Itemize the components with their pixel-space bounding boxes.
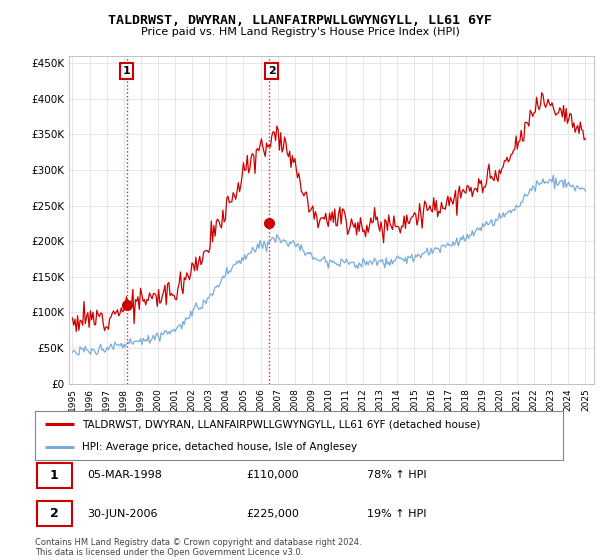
Text: £110,000: £110,000 bbox=[246, 470, 299, 480]
Text: TALDRWST, DWYRAN, LLANFAIRPWLLGWYNGYLL, LL61 6YF: TALDRWST, DWYRAN, LLANFAIRPWLLGWYNGYLL, … bbox=[108, 14, 492, 27]
Text: Contains HM Land Registry data © Crown copyright and database right 2024.
This d: Contains HM Land Registry data © Crown c… bbox=[35, 538, 361, 557]
Text: 1: 1 bbox=[123, 66, 131, 76]
Text: TALDRWST, DWYRAN, LLANFAIRPWLLGWYNGYLL, LL61 6YF (detached house): TALDRWST, DWYRAN, LLANFAIRPWLLGWYNGYLL, … bbox=[82, 419, 481, 430]
Text: £225,000: £225,000 bbox=[246, 508, 299, 519]
Text: 2: 2 bbox=[50, 507, 59, 520]
Text: HPI: Average price, detached house, Isle of Anglesey: HPI: Average price, detached house, Isle… bbox=[82, 442, 358, 452]
Text: 78% ↑ HPI: 78% ↑ HPI bbox=[367, 470, 427, 480]
FancyBboxPatch shape bbox=[37, 501, 72, 526]
Text: 05-MAR-1998: 05-MAR-1998 bbox=[88, 470, 163, 480]
Text: Price paid vs. HM Land Registry's House Price Index (HPI): Price paid vs. HM Land Registry's House … bbox=[140, 27, 460, 37]
FancyBboxPatch shape bbox=[37, 463, 72, 488]
Text: 19% ↑ HPI: 19% ↑ HPI bbox=[367, 508, 427, 519]
Text: 2: 2 bbox=[268, 66, 275, 76]
Text: 30-JUN-2006: 30-JUN-2006 bbox=[88, 508, 158, 519]
Text: 1: 1 bbox=[50, 469, 59, 482]
